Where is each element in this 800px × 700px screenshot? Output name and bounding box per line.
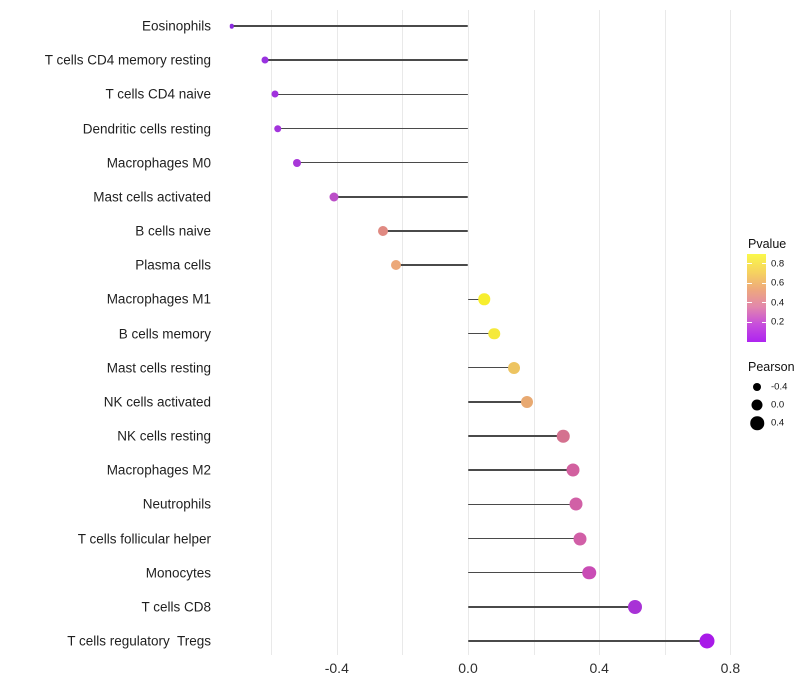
y-axis-labels: Eosinophils T cells CD4 memory resting T c… bbox=[0, 10, 211, 655]
y-axis-label: T cells CD4 memory resting bbox=[44, 52, 211, 68]
lollipop-dot bbox=[229, 23, 235, 29]
gridline-x-0.4 bbox=[599, 10, 601, 655]
lollipop-stem bbox=[468, 537, 580, 540]
y-axis-label: T cells CD8 bbox=[141, 599, 211, 615]
gridline-x-0.8 bbox=[730, 10, 732, 655]
lollipop-dot bbox=[699, 633, 715, 649]
y-axis-label: Dendritic cells resting bbox=[82, 121, 211, 136]
lollipop-stem bbox=[382, 230, 468, 232]
gridline-x--0.4 bbox=[336, 10, 338, 655]
gridline-x-0 bbox=[468, 10, 469, 655]
lollipop-dot bbox=[488, 327, 500, 340]
lollipop-dot bbox=[521, 395, 533, 408]
lollipop-dot bbox=[271, 90, 278, 98]
lollipop-stem bbox=[468, 571, 590, 574]
colorbar-tick-mark bbox=[747, 302, 752, 304]
colorbar-tick-mark bbox=[761, 263, 766, 265]
pearson-size-label: 0.4 bbox=[771, 417, 785, 429]
colorbar-tick-label: 0.4 bbox=[771, 297, 785, 309]
lollipop-stem bbox=[468, 298, 485, 301]
y-axis-label: Monocytes bbox=[145, 565, 211, 581]
colorbar-tick-mark bbox=[747, 282, 752, 284]
lollipop-dot bbox=[377, 226, 388, 236]
lollipop-stem bbox=[274, 93, 468, 96]
y-axis-label: Mast cells resting bbox=[106, 360, 211, 376]
lollipop-stem bbox=[468, 606, 636, 608]
lollipop-stem bbox=[395, 264, 468, 266]
pvalue-colorbar bbox=[747, 254, 766, 342]
lollipop-stem bbox=[468, 469, 573, 471]
y-axis-label: B cells memory bbox=[118, 326, 211, 341]
y-axis-label: T cells regulatory Tregs bbox=[67, 633, 211, 649]
lollipop-stem bbox=[468, 401, 527, 403]
pvalue-legend-title: Pvalue bbox=[748, 237, 787, 251]
colorbar-tick-mark bbox=[747, 321, 752, 324]
lollipop-stem bbox=[297, 161, 468, 164]
x-axis-tick-label: 0.4 bbox=[589, 660, 609, 676]
gridline-x-0.2 bbox=[533, 10, 535, 655]
y-axis-label: Macrophages M2 bbox=[106, 462, 211, 478]
lollipop-dot bbox=[329, 192, 338, 202]
lollipop-stem bbox=[468, 640, 708, 642]
lollipop-stem bbox=[264, 59, 468, 61]
gridline-x--0.2 bbox=[402, 10, 404, 655]
lollipop-dot bbox=[582, 565, 597, 580]
colorbar-tick-label: 0.6 bbox=[771, 277, 785, 289]
pearson-size-dot bbox=[753, 383, 761, 391]
lollipop-dot bbox=[507, 361, 520, 374]
lollipop-dot bbox=[628, 599, 643, 614]
y-axis-label: Mast cells activated bbox=[93, 189, 211, 205]
lollipop-dot bbox=[556, 429, 570, 443]
colorbar-tick-mark bbox=[761, 282, 766, 284]
y-axis-label: T cells CD4 naive bbox=[105, 86, 211, 102]
y-axis-label: Plasma cells bbox=[135, 257, 211, 273]
colorbar-tick-label: 0.2 bbox=[771, 316, 785, 328]
colorbar-tick-mark bbox=[761, 302, 766, 304]
lollipop-stem bbox=[277, 127, 468, 130]
x-axis-labels: -0.4 0.0 0.4 0.8 bbox=[0, 660, 800, 680]
lollipop-dot bbox=[261, 56, 269, 64]
y-axis-label: Eosinophils bbox=[141, 18, 211, 34]
legend: Pvalue 0.8 0.6 0.4 0.2 Pearson -0.4 0.0 0.4 bbox=[745, 230, 800, 440]
colorbar-tick-mark bbox=[747, 263, 752, 265]
lollipop-stem bbox=[468, 435, 564, 437]
lollipop-dot bbox=[390, 260, 401, 271]
x-axis-tick-label: -0.4 bbox=[324, 660, 349, 676]
lollipop-dot bbox=[274, 124, 282, 133]
lollipop-stem bbox=[468, 503, 577, 506]
y-axis-label: Neutrophils bbox=[142, 496, 211, 512]
y-axis-label: B cells naive bbox=[135, 223, 211, 239]
lollipop-dot bbox=[293, 158, 302, 167]
y-axis-label: Macrophages M0 bbox=[106, 155, 211, 171]
pearson-size-dot bbox=[750, 416, 764, 430]
lollipop-dot bbox=[569, 497, 583, 511]
pearson-size-label: -0.4 bbox=[771, 381, 788, 393]
pearson-legend-title: Pearson bbox=[748, 360, 795, 374]
y-axis-label: NK cells activated bbox=[103, 394, 211, 410]
gridline-x--0.6 bbox=[271, 10, 273, 655]
y-axis-label: Macrophages M1 bbox=[106, 291, 211, 307]
pearson-size-label: 0.0 bbox=[771, 399, 785, 411]
lollipop-stem bbox=[231, 25, 468, 27]
gridline-x-0.6 bbox=[664, 10, 666, 655]
colorbar-tick-mark bbox=[761, 321, 766, 324]
x-axis-tick-label: 0.0 bbox=[458, 660, 478, 676]
pearson-size-dot bbox=[751, 399, 763, 411]
colorbar-tick-label: 0.8 bbox=[771, 258, 785, 270]
lollipop-dot bbox=[573, 532, 586, 545]
y-axis-label: T cells follicular helper bbox=[77, 531, 211, 546]
y-axis-label: NK cells resting bbox=[117, 428, 211, 444]
lollipop-stem bbox=[333, 196, 468, 198]
lollipop-dot bbox=[478, 293, 491, 306]
lollipop-stem bbox=[468, 366, 514, 369]
x-axis-tick-label: 0.8 bbox=[720, 660, 741, 676]
plot-panel bbox=[223, 10, 763, 655]
lollipop-stem bbox=[468, 332, 495, 335]
lollipop-dot bbox=[566, 463, 580, 477]
